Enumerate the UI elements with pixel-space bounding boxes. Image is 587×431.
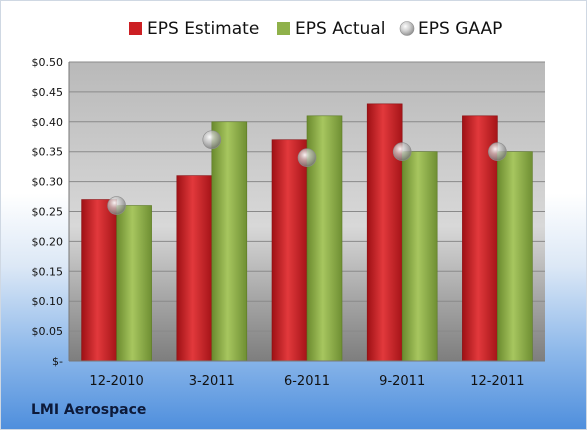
y-tick-label: $0.45 <box>32 86 64 99</box>
legend-swatch <box>129 22 142 35</box>
y-tick-label: $0.35 <box>32 146 64 159</box>
x-tick-label: 6-2011 <box>284 374 330 389</box>
bar-eps-estimate <box>176 175 213 362</box>
bar-eps-actual <box>116 205 152 362</box>
y-tick-label: $0.25 <box>32 206 64 219</box>
x-tick-label: 9-2011 <box>379 374 425 389</box>
y-tick-label: $0.10 <box>32 295 64 308</box>
legend-swatch <box>277 22 290 35</box>
x-tick-label: 12-2011 <box>470 374 524 389</box>
y-tick-label: $0.50 <box>32 56 64 69</box>
marker-eps-gaap <box>488 142 507 161</box>
y-axis: $- $0.05 $0.10 $0.15 $0.20 $0.25 $0.30 $0.35 $0.… <box>32 56 545 368</box>
legend-label: EPS GAAP <box>418 19 502 39</box>
legend-label: EPS Actual <box>295 19 385 39</box>
bars <box>81 103 533 362</box>
company-name: LMI Aerospace <box>31 402 147 418</box>
gaap-markers <box>107 130 507 215</box>
x-axis: 12-2010 3-2011 6-2011 9-2011 12-2011 <box>89 374 524 389</box>
y-tick-label: $- <box>52 355 63 368</box>
legend-swatch <box>399 21 415 36</box>
y-tick-label: $0.15 <box>32 265 64 278</box>
legend-label: EPS Estimate <box>147 19 259 39</box>
marker-eps-gaap <box>202 130 222 150</box>
legend: EPS Estimate EPS Actual EPS GAAP <box>129 19 502 39</box>
y-tick-label: $0.20 <box>32 235 64 248</box>
x-tick-label: 12-2010 <box>89 374 143 389</box>
marker-eps-gaap <box>392 142 412 161</box>
y-tick-label: $0.30 <box>32 176 64 189</box>
y-tick-label: $0.40 <box>32 116 64 129</box>
marker-eps-gaap <box>297 148 317 167</box>
bar-eps-estimate <box>366 103 403 362</box>
y-tick-label: $0.05 <box>32 325 64 338</box>
marker-eps-gaap <box>107 196 126 215</box>
bar-eps-actual <box>211 121 248 362</box>
bar-eps-actual <box>497 151 533 362</box>
bar-eps-actual <box>401 151 438 362</box>
bar-eps-estimate <box>81 199 117 362</box>
x-tick-label: 3-2011 <box>189 374 235 389</box>
bar-eps-estimate <box>271 139 308 362</box>
